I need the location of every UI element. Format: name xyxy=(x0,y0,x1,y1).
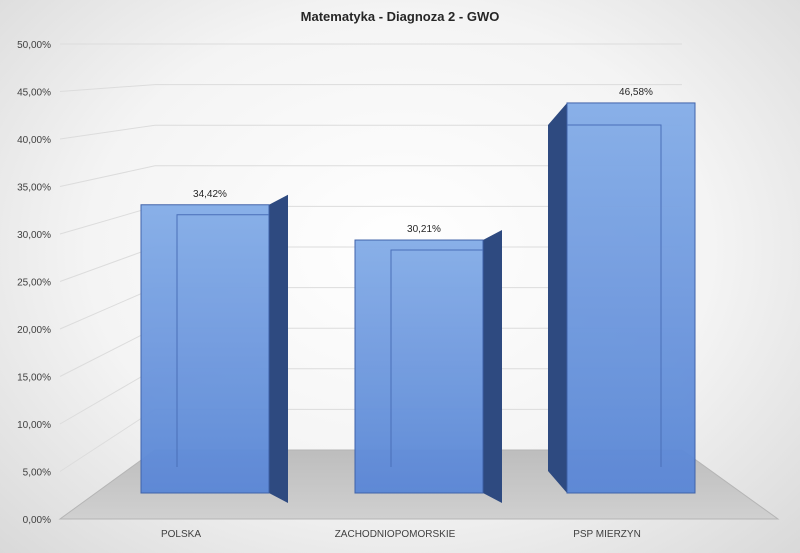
bar-edge xyxy=(176,214,269,467)
bar xyxy=(566,102,696,494)
y-tick-label: 40,00% xyxy=(17,135,51,146)
data-label: 30,21% xyxy=(407,224,441,235)
bar-edge xyxy=(390,249,483,467)
bar xyxy=(354,239,484,494)
x-category-label: ZACHODNIOPOMORSKIE xyxy=(335,529,456,540)
bar-edge xyxy=(567,124,662,467)
chart-title: Matematyka - Diagnoza 2 - GWO xyxy=(300,9,500,24)
y-tick-label: 5,00% xyxy=(23,468,51,479)
bar-side xyxy=(269,194,288,504)
gridline xyxy=(59,84,682,92)
data-label: 34,42% xyxy=(193,189,227,200)
bar-side xyxy=(483,230,502,503)
y-tick-label: 15,00% xyxy=(17,373,51,384)
gridline xyxy=(59,124,682,140)
y-tick-label: 20,00% xyxy=(17,325,51,336)
y-tick-label: 25,00% xyxy=(17,278,51,289)
y-tick-label: 50,00% xyxy=(17,40,51,51)
bar-side xyxy=(548,102,567,493)
bar xyxy=(140,204,270,494)
y-tick-label: 10,00% xyxy=(17,420,51,431)
data-label: 46,58% xyxy=(619,87,653,98)
x-category-label: PSP MIERZYN xyxy=(573,529,641,540)
y-tick-label: 0,00% xyxy=(23,515,51,526)
gridline xyxy=(59,165,682,187)
y-tick-label: 35,00% xyxy=(17,183,51,194)
x-category-label: POLSKA xyxy=(161,529,201,540)
y-tick-label: 30,00% xyxy=(17,230,51,241)
y-tick-label: 45,00% xyxy=(17,88,51,99)
